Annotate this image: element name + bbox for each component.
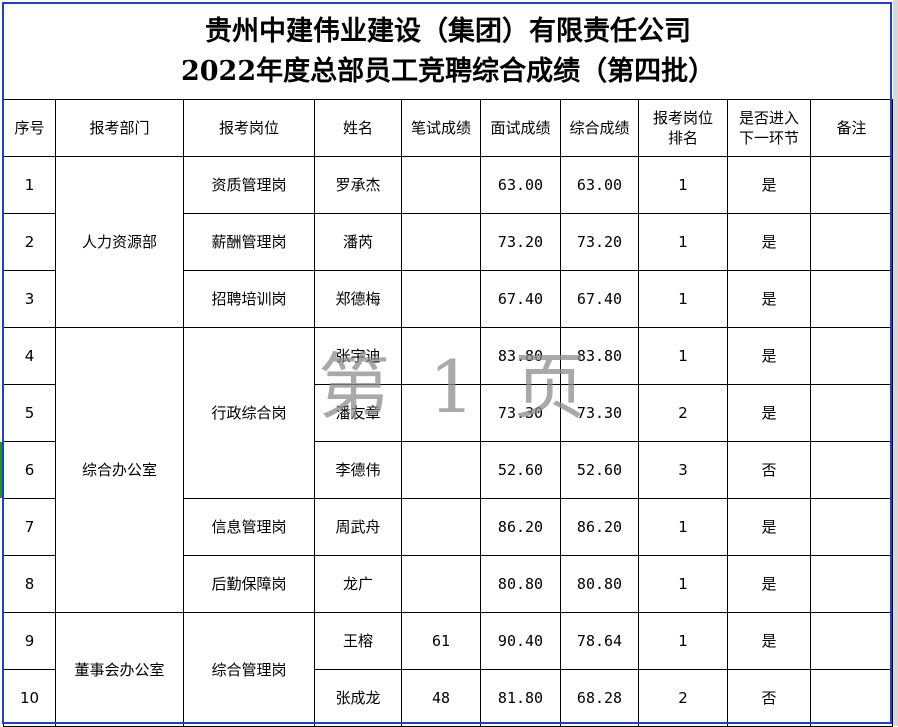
cell-rank[interactable]: 2: [638, 669, 728, 727]
table-row: 6 李德伟 52.60 52.60 3 否: [3, 441, 894, 499]
cell-name[interactable]: 潘友章: [314, 384, 402, 442]
cell-total[interactable]: 86.20: [560, 498, 639, 556]
table-row: 9 董事会办公室 综合管理岗 王榕 61 90.40 78.64 1 是: [3, 612, 894, 727]
cell-name[interactable]: 张成龙: [314, 669, 402, 727]
cell-advance[interactable]: 否: [727, 669, 811, 727]
score-table: 贵州中建伟业建设（集团）有限责任公司 2022年度总部员工竞聘综合成绩（第四批）…: [3, 4, 894, 727]
cell-name[interactable]: 王榕: [314, 612, 402, 670]
table-row: 2 薪酬管理岗 潘芮 73.20 73.20 1 是: [3, 213, 894, 271]
table-row: 10 张成龙 48 81.80 68.28 2 否: [3, 669, 894, 727]
table-row: 3 招聘培训岗 郑德梅 67.40 67.40 1 是: [3, 270, 894, 328]
cell-interview[interactable]: 90.40: [480, 612, 561, 670]
cell-total[interactable]: 83.80: [560, 327, 639, 385]
header-label: 报考岗位: [218, 119, 279, 137]
cell-advance[interactable]: 是: [727, 555, 811, 613]
header-position[interactable]: 报考岗位: [183, 99, 315, 157]
cell-remark[interactable]: [809, 498, 894, 556]
cell-written[interactable]: [401, 213, 481, 271]
table-row: 8 后勤保障岗 龙广 80.80 80.80 1 是: [3, 555, 894, 613]
cell-interview[interactable]: 73.30: [480, 384, 561, 442]
header-label: 报考岗位排名: [652, 109, 713, 147]
title-line-2: 2022年度总部员工竞聘综合成绩（第四批）: [180, 55, 716, 87]
cell-total[interactable]: 73.30: [560, 384, 639, 442]
cell-written[interactable]: [401, 498, 481, 556]
header-interview[interactable]: 面试成绩: [480, 99, 561, 157]
table-row: 7 信息管理岗 周武舟 86.20 86.20 1 是: [3, 498, 894, 556]
cell-no[interactable]: 1: [3, 156, 56, 214]
cell-remark[interactable]: [809, 384, 894, 442]
header-name[interactable]: 姓名: [314, 99, 402, 157]
cell-advance[interactable]: 是: [727, 213, 811, 271]
cell-dept[interactable]: 人力资源部: [55, 156, 184, 328]
title-line-1: 贵州中建伟业建设（集团）有限责任公司: [205, 15, 692, 47]
cell-position[interactable]: 信息管理岗: [183, 498, 315, 556]
header-label: 笔试成绩: [410, 119, 471, 137]
cell-no[interactable]: 6: [3, 441, 56, 499]
cell-total[interactable]: 78.64: [560, 612, 639, 670]
header-total[interactable]: 综合成绩: [560, 99, 639, 157]
sheet-edge: [893, 0, 898, 726]
cell-written[interactable]: [401, 384, 481, 442]
cell-no[interactable]: 5: [3, 384, 56, 442]
row-selection-marker: [0, 442, 3, 498]
cell-interview[interactable]: 83.80: [480, 327, 561, 385]
table-row: 5 潘友章 73.30 73.30 2 是: [3, 384, 894, 442]
cell-rank[interactable]: 3: [638, 441, 728, 499]
header-label: 面试成绩: [490, 119, 551, 137]
cell-advance[interactable]: 是: [727, 498, 811, 556]
cell-remark[interactable]: [809, 441, 894, 499]
cell-name[interactable]: 罗承杰: [314, 156, 402, 214]
cell-name[interactable]: 李德伟: [314, 441, 402, 499]
header-label: 序号: [14, 119, 45, 137]
cell-position[interactable]: 综合管理岗: [183, 612, 315, 727]
header-label: 是否进入下一环节: [738, 109, 799, 147]
cell-total[interactable]: 67.40: [560, 270, 639, 328]
cell-advance[interactable]: 是: [727, 612, 811, 670]
cell-interview[interactable]: 81.80: [480, 669, 561, 727]
cell-advance[interactable]: 否: [727, 441, 811, 499]
cell-remark[interactable]: [809, 270, 894, 328]
header-label: 综合成绩: [569, 119, 630, 137]
cell-name[interactable]: 龙广: [314, 555, 402, 613]
cell-advance[interactable]: 是: [727, 384, 811, 442]
cell-dept[interactable]: 董事会办公室: [55, 612, 184, 727]
cell-rank[interactable]: 1: [638, 327, 728, 385]
cell-total[interactable]: 68.28: [560, 669, 639, 727]
table-row: 4 综合办公室 行政综合岗 张宇迪 83.80 83.80 1 是: [3, 327, 894, 613]
header-rank[interactable]: 报考岗位排名: [638, 99, 728, 157]
cell-rank[interactable]: 1: [638, 612, 728, 670]
cell-rank[interactable]: 1: [638, 156, 728, 214]
cell-name[interactable]: 张宇迪: [314, 327, 402, 385]
cell-interview[interactable]: 86.20: [480, 498, 561, 556]
header-label: 报考部门: [89, 119, 150, 137]
cell-no[interactable]: 9: [3, 612, 56, 670]
cell-written[interactable]: [401, 555, 481, 613]
header-label: 姓名: [342, 119, 373, 137]
cell-total[interactable]: 52.60: [560, 441, 639, 499]
cell-no[interactable]: 2: [3, 213, 56, 271]
header-remark[interactable]: 备注: [809, 99, 894, 157]
header-label: 备注: [836, 119, 867, 137]
cell-position[interactable]: 招聘培训岗: [183, 270, 315, 328]
cell-position[interactable]: 后勤保障岗: [183, 555, 315, 613]
cell-no[interactable]: 8: [3, 555, 56, 613]
cell-no[interactable]: 3: [3, 270, 56, 328]
sheet-title[interactable]: 贵州中建伟业建设（集团）有限责任公司 2022年度总部员工竞聘综合成绩（第四批）: [3, 4, 893, 100]
cell-rank[interactable]: 1: [638, 270, 728, 328]
cell-advance[interactable]: 是: [727, 156, 811, 214]
cell-written[interactable]: [401, 327, 481, 385]
cell-remark[interactable]: [809, 213, 894, 271]
header-written[interactable]: 笔试成绩: [401, 99, 481, 157]
cell-position[interactable]: 行政综合岗: [183, 327, 315, 499]
cell-dept[interactable]: 综合办公室: [55, 327, 184, 613]
table-row: 1 人力资源部 资质管理岗 罗承杰 63.00 63.00 1 是: [3, 156, 894, 328]
cell-interview[interactable]: 52.60: [480, 441, 561, 499]
cell-total[interactable]: 63.00: [560, 156, 639, 214]
